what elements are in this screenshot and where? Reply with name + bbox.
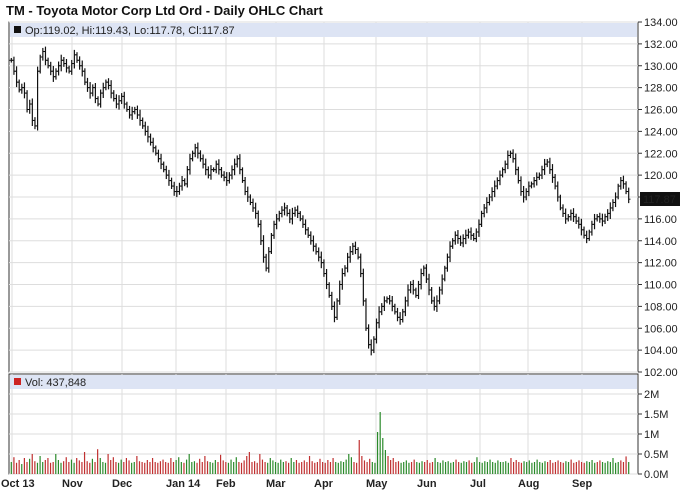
month-label: May [366,478,388,490]
price-tick-label: 134.00 [644,17,678,29]
volume-tick-label: 0.0M [644,469,668,481]
volume-legend-bar [10,375,637,389]
price-legend-marker [14,26,21,33]
volume-legend-marker [14,378,21,385]
price-tick-label: 128.00 [644,83,678,95]
price-tick-label: 112.00 [644,258,677,270]
price-tick-label: 110.00 [644,280,677,292]
price-tick-label: 122.00 [644,148,678,160]
price-tick-label: 106.00 [644,323,678,335]
price-tick-label: 104.00 [644,345,678,357]
price-tick-label: 114.00 [644,236,677,248]
price-gridlines [9,21,638,373]
x-axis-month-labels: Oct 13 Nov Dec Jan 14 Feb Mar Apr May Jun Jul Aug S… [1,478,592,490]
price-tick-label: 108.00 [644,301,678,313]
volume-tick-label: 1.5M [644,409,668,421]
price-tick-label: 120.00 [644,170,678,182]
volume-tick-label: 2M [644,389,659,401]
volume-legend-text: Vol: 437,848 [25,377,86,389]
month-label: Oct 13 [1,478,35,490]
price-tick-label: 102.00 [644,367,678,379]
price-tick-label: 116.00 [644,214,677,226]
last-close-value: 117.87 [643,194,676,206]
last-close-badge [640,192,680,206]
volume-tick-label: 1M [644,429,659,441]
month-label: Nov [62,478,84,490]
volume-tick-label: 0.5M [644,449,668,461]
price-tick-label: 130.00 [644,61,678,73]
month-label: Sep [572,478,592,490]
price-tick-label: 124.00 [644,126,678,138]
month-label: Jun [417,478,437,490]
ohlc-series [9,46,631,356]
price-tick-label: 132.00 [644,39,678,51]
price-legend-bar [10,23,637,37]
price-tick-label: 126.00 [644,105,678,117]
month-label: Jan 14 [166,478,201,490]
chart-title: TM - Toyota Motor Corp Ltd Ord - Daily O… [6,3,323,18]
volume-series [10,412,630,474]
month-label: Feb [216,478,236,490]
month-label: Aug [518,478,539,490]
price-legend-text: Op:119.02, Hi:119.43, Lo:117.78, Cl:117.… [25,25,235,37]
month-label: Dec [112,478,132,490]
ohlc-bar [626,187,631,204]
volume-axis: 2M 1.5M 1M 0.5M 0.0M [638,389,668,481]
month-label: Jul [470,478,486,490]
month-label: Mar [266,478,286,490]
month-label: Apr [314,478,334,490]
